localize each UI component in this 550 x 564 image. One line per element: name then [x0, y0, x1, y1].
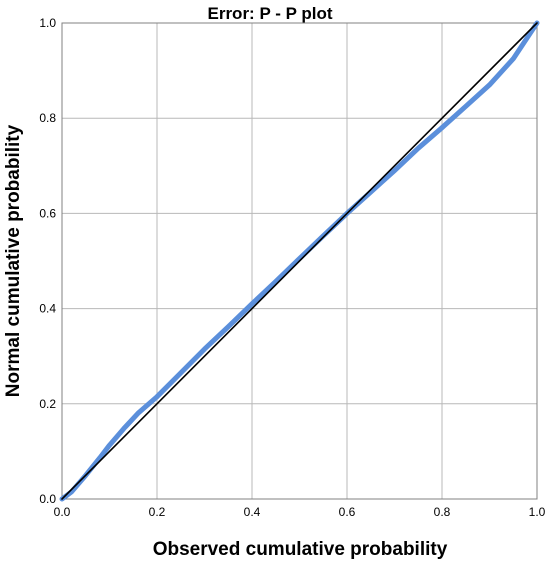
x-tick-label: 1.0: [529, 505, 546, 519]
x-axis-title: Observed cumulative probability: [153, 539, 448, 560]
y-tick-label: 0.2: [39, 397, 56, 411]
y-tick-label: 0.8: [39, 111, 56, 125]
y-tick-label: 0.0: [39, 492, 56, 506]
x-tick-label: 0.6: [339, 505, 356, 519]
x-tick-label: 0.2: [149, 505, 166, 519]
y-axis-title: Normal cumulative probability: [3, 124, 24, 397]
x-axis-ticks: 0.0 0.2 0.4 0.6 0.8 1.0: [54, 505, 546, 519]
chart-title: Error: P - P plot: [207, 4, 332, 23]
y-tick-label: 1.0: [39, 16, 56, 30]
y-axis-ticks: 0.0 0.2 0.4 0.6 0.8 1.0: [39, 16, 56, 506]
y-tick-label: 0.4: [39, 302, 56, 316]
y-tick-label: 0.6: [39, 206, 56, 220]
observed-pp-curve: [59, 20, 540, 502]
x-tick-label: 0.4: [244, 505, 261, 519]
x-tick-label: 0.0: [54, 505, 71, 519]
grid-lines: [62, 23, 537, 499]
x-tick-label: 0.8: [434, 505, 451, 519]
reference-diagonal-line: [61, 22, 538, 500]
plot-frame: [61, 22, 538, 500]
series-layer: [59, 20, 540, 502]
